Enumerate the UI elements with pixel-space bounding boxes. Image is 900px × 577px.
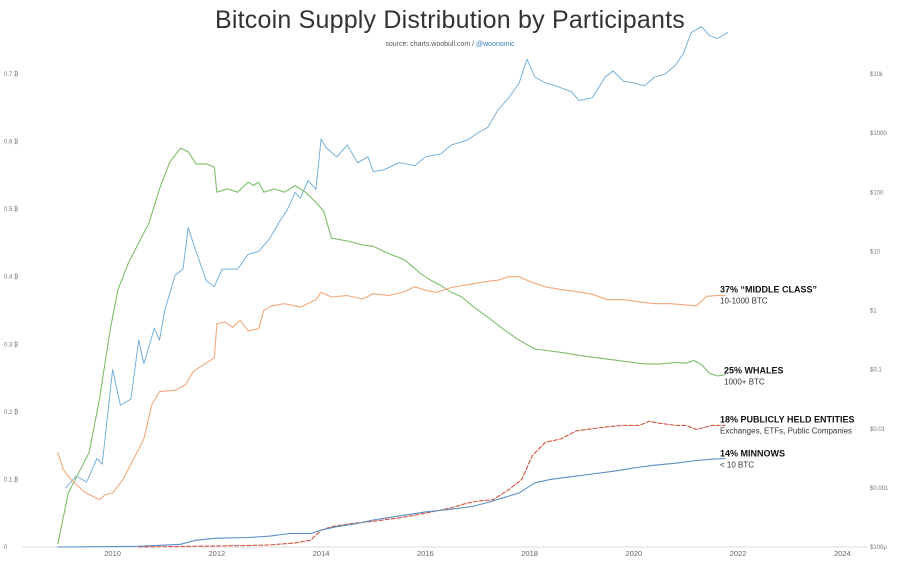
x-tick-label: 2022	[730, 549, 747, 558]
x-tick-label: 2014	[313, 549, 330, 558]
series-line-middle-class	[57, 276, 726, 501]
y-right-tick-label: $0.01	[870, 427, 886, 433]
axes-group: 2010 2012 2014 2016 2018 2020 2022 2024 0 0.1 ₿ 0.…	[4, 71, 889, 558]
annotation-whales: 25% WHALES 1000+ BTC	[724, 366, 784, 387]
source-prefix: source: charts.woobull.com /	[385, 41, 477, 48]
annotation-entities: 18% PUBLICLY HELD ENTITIES Exchanges, ETF…	[720, 414, 855, 435]
y-right-tick-label: $10	[870, 249, 881, 255]
y-left-tick-label: 0.4 ₿	[4, 274, 19, 281]
x-tick-label: 2010	[104, 549, 121, 558]
annotation-middle-class: 37% “MIDDLE CLASS” 10-1000 BTC	[720, 285, 817, 306]
annotation-subtitle: 10-1000 BTC	[720, 297, 768, 306]
chart-source: source: charts.woobull.com / @woonomic	[0, 41, 900, 48]
y-right-tick-label: $10k	[870, 72, 884, 78]
y-left-tick-label: 0.6 ₿	[4, 139, 19, 146]
chart-title: Bitcoin Supply Distribution by Participa…	[215, 6, 685, 34]
x-tick-label: 2020	[626, 549, 643, 558]
y-left-tick-label: 0.3 ₿	[4, 341, 19, 348]
annotation-title: 14% MINNOWS	[720, 448, 785, 458]
y-left-tick-label: 0.2 ₿	[4, 409, 19, 416]
annotation-title: 25% WHALES	[724, 366, 784, 376]
annotation-title: 37% “MIDDLE CLASS”	[720, 285, 817, 295]
x-tick-label: 2018	[521, 549, 538, 558]
series-line-price	[65, 26, 729, 489]
y-right-tick-label: $100μ	[870, 545, 887, 551]
y-left-tick-label: 0.5 ₿	[4, 206, 19, 213]
annotation-subtitle: < 10 BTC	[720, 460, 754, 469]
y-left-tick-label: 0.7 ₿	[4, 71, 19, 78]
y-right-tick-label: $1	[870, 309, 877, 315]
source-handle[interactable]: @woonomic	[476, 41, 515, 48]
y-left-tick-label: 0.1 ₿	[4, 476, 19, 483]
x-tick-label: 2012	[209, 549, 226, 558]
x-tick-label: 2024	[834, 549, 851, 558]
series-group	[57, 26, 729, 548]
annotation-minnows: 14% MINNOWS < 10 BTC	[720, 448, 785, 469]
series-line-minnows	[57, 457, 726, 548]
annotation-subtitle: 1000+ BTC	[724, 378, 765, 387]
x-tick-label: 2016	[417, 549, 434, 558]
series-line-whales	[57, 147, 726, 545]
annotation-subtitle: Exchanges, ETFs, Public Companies	[720, 426, 852, 435]
y-right-tick-label: $0.1	[870, 368, 882, 374]
series-line-entities	[138, 420, 726, 548]
annotations-group: 37% “MIDDLE CLASS” 10-1000 BTC 25% WHALES 1…	[720, 285, 855, 470]
annotation-title: 18% PUBLICLY HELD ENTITIES	[720, 414, 855, 424]
y-left-tick-label: 0	[4, 545, 8, 551]
y-right-tick-label: $0.001	[870, 486, 889, 492]
y-right-tick-label: $1000	[870, 131, 887, 137]
y-right-tick-label: $100	[870, 190, 884, 196]
